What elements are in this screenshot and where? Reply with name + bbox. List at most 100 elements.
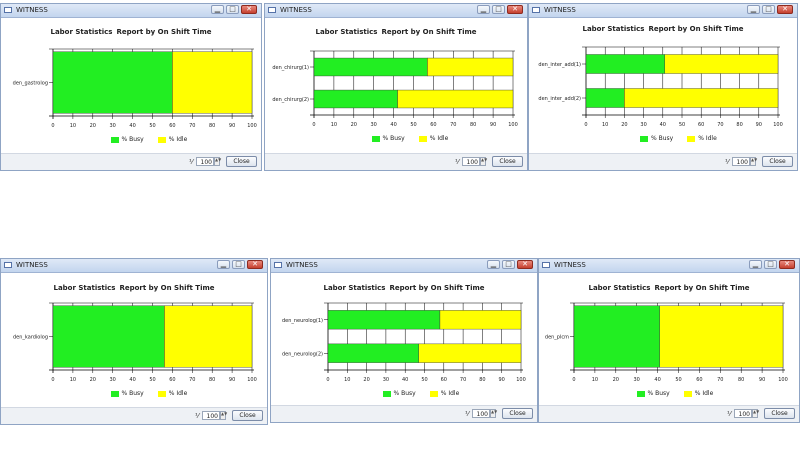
maximize-icon: □: [235, 260, 242, 268]
close-button[interactable]: Close: [762, 156, 793, 167]
report-window: WITNESS ▁ □ ✕ Labor Statistics Report by On S…: [0, 258, 268, 425]
window-title: WITNESS: [286, 261, 318, 269]
legend-item: % Idle: [418, 135, 448, 142]
x-tick-label: 40: [129, 377, 135, 383]
x-tick-label: 100: [773, 122, 783, 128]
x-tick-label: 100: [247, 123, 257, 129]
legend-item: % Busy: [636, 390, 670, 397]
bar-chart: 0 10 20 30 40 50 60 70 80 90 100 den_plcm: [545, 302, 788, 383]
report-title: Labor Statistics Report by On Shift Time: [539, 284, 799, 292]
minimize-button[interactable]: ▁: [477, 5, 490, 14]
legend-label: % Idle: [168, 390, 188, 397]
legend-label: % Busy: [651, 135, 674, 142]
zoom-spinner[interactable]: ▲▼: [214, 157, 221, 166]
zoom-spinner[interactable]: ▲▼: [480, 157, 487, 166]
x-tick-label: 40: [660, 122, 666, 128]
legend-label: % Busy: [121, 136, 144, 143]
x-tick-label: 60: [441, 377, 447, 383]
close-window-button[interactable]: ✕: [247, 260, 263, 269]
window-titlebar[interactable]: WITNESS ▁ □ ✕: [529, 4, 797, 18]
x-tick-label: 80: [209, 123, 215, 129]
maximize-button[interactable]: □: [226, 5, 239, 14]
window-titlebar[interactable]: WITNESS ▁ □ ✕: [271, 259, 537, 273]
zoom-input[interactable]: 100: [202, 411, 220, 420]
close-button[interactable]: Close: [502, 408, 533, 419]
legend-swatch-busy: [110, 136, 119, 143]
zoom-icon: ⅟: [725, 158, 729, 166]
maximize-button[interactable]: □: [232, 260, 245, 269]
close-icon: ✕: [522, 260, 528, 268]
maximize-button[interactable]: □: [492, 5, 505, 14]
report-title-part: Labor Statistics: [323, 284, 386, 292]
report-title-part: Report by On Shift Time: [648, 25, 744, 33]
window-titlebar[interactable]: WITNESS ▁ □ ✕: [1, 4, 261, 18]
zoom-input[interactable]: 100: [196, 157, 214, 166]
minimize-button[interactable]: ▁: [211, 5, 224, 14]
maximize-button[interactable]: □: [762, 5, 775, 14]
close-button[interactable]: Close: [232, 410, 263, 421]
x-tick-label: 20: [363, 377, 369, 383]
bar-idle: [427, 57, 514, 77]
legend-item: % Busy: [110, 136, 144, 143]
window-footer: Close ▲▼ 100 ⅟: [529, 153, 797, 170]
window-titlebar[interactable]: WITNESS ▁ □ ✕: [265, 4, 527, 18]
report-title: Labor Statistics Report by On Shift Time: [1, 284, 267, 292]
x-tick-label: 50: [149, 123, 155, 129]
x-tick-label: 10: [70, 123, 76, 129]
report-window: WITNESS ▁ □ ✕ Labor Statistics Report by On S…: [538, 258, 800, 423]
legend-swatch-busy: [640, 135, 648, 142]
zoom-spinner[interactable]: ▲▼: [220, 411, 227, 420]
zoom-spinner[interactable]: ▲▼: [490, 409, 497, 418]
x-tick-label: 10: [70, 377, 76, 383]
x-tick-label: 50: [421, 377, 427, 383]
legend-item: % Busy: [382, 390, 416, 397]
window-titlebar[interactable]: WITNESS ▁ □ ✕: [539, 259, 799, 273]
x-tick-label: 60: [430, 122, 436, 128]
legend-label: % Idle: [168, 136, 188, 143]
close-button[interactable]: Close: [226, 156, 257, 167]
report-title: Labor Statistics Report by On Shift Time: [1, 28, 261, 36]
legend-swatch-busy: [371, 135, 380, 142]
x-tick-label: 0: [312, 122, 315, 128]
bar-idle: [172, 51, 253, 114]
zoom-spinner[interactable]: ▲▼: [752, 409, 759, 418]
bar-idle: [397, 89, 514, 109]
zoom-input[interactable]: 100: [732, 157, 750, 166]
minimize-button[interactable]: ▁: [217, 260, 230, 269]
close-button[interactable]: Close: [492, 156, 523, 167]
window-controls: ▁ □ ✕: [487, 260, 533, 270]
close-window-button[interactable]: ✕: [507, 5, 523, 14]
legend-item: % Idle: [429, 390, 459, 397]
x-tick-label: 30: [640, 122, 646, 128]
close-window-button[interactable]: ✕: [517, 260, 533, 269]
maximize-icon: □: [229, 5, 236, 13]
x-tick-label: 40: [654, 377, 660, 383]
close-button[interactable]: Close: [764, 408, 795, 419]
close-window-button[interactable]: ✕: [779, 260, 795, 269]
x-tick-label: 80: [736, 122, 742, 128]
legend-label: % Busy: [647, 390, 670, 397]
zoom-spinner[interactable]: ▲▼: [750, 157, 757, 166]
minimize-button[interactable]: ▁: [487, 260, 500, 269]
maximize-button[interactable]: □: [764, 260, 777, 269]
x-tick-label: 100: [778, 377, 788, 383]
minimize-button[interactable]: ▁: [747, 5, 760, 14]
legend-item: % Idle: [157, 136, 188, 143]
x-tick-label: 10: [592, 377, 598, 383]
close-window-button[interactable]: ✕: [777, 5, 793, 14]
close-window-button[interactable]: ✕: [241, 5, 257, 14]
maximize-button[interactable]: □: [502, 260, 515, 269]
category-label: den_neurolog(2): [282, 351, 323, 357]
x-tick-label: 60: [169, 377, 175, 383]
legend-item: % Idle: [157, 390, 188, 397]
category-label: den_inter_add(1): [538, 62, 581, 68]
x-tick-label: 100: [508, 122, 518, 128]
legend-label: % Idle: [694, 390, 714, 397]
minimize-button[interactable]: ▁: [749, 260, 762, 269]
x-tick-label: 80: [738, 377, 744, 383]
window-titlebar[interactable]: WITNESS ▁ □ ✕: [1, 259, 267, 273]
zoom-input[interactable]: 100: [462, 157, 480, 166]
bar-chart: 0 10 20 30 40 50 60 70 80 90 100 den_gastrolog: [13, 48, 257, 129]
zoom-input[interactable]: 100: [472, 409, 490, 418]
zoom-input[interactable]: 100: [734, 409, 752, 418]
